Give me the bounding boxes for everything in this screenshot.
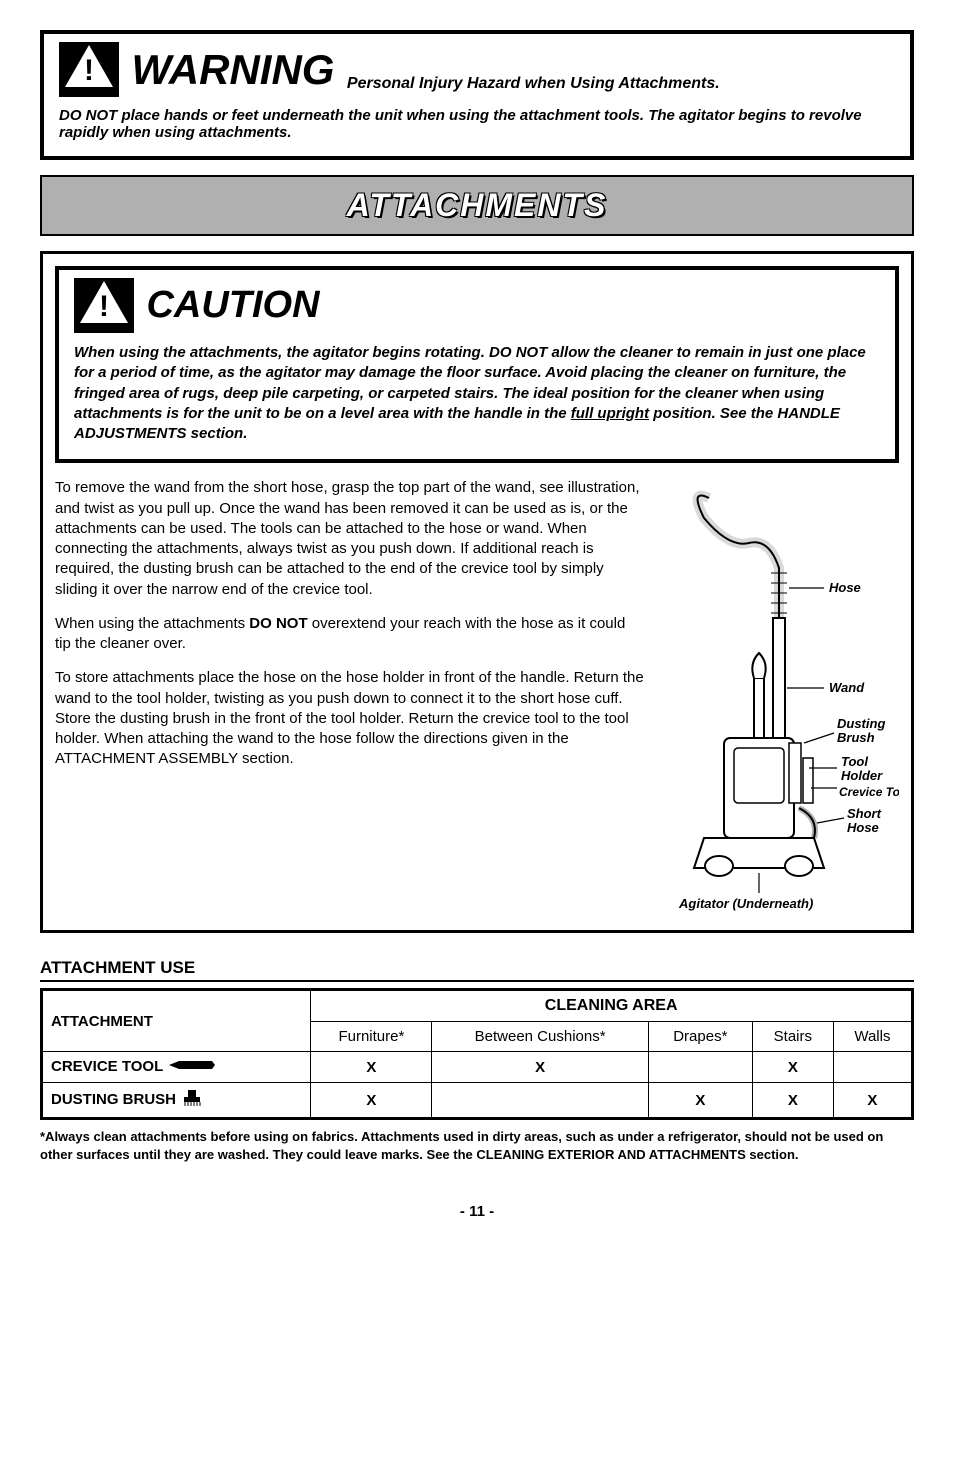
caution-title: CAUTION <box>146 284 319 327</box>
label-holder: Holder <box>841 768 883 783</box>
label-hose: Hose <box>829 580 861 595</box>
cell <box>833 1052 912 1083</box>
body-p2b: DO NOT <box>249 615 307 632</box>
label-dusting: Dusting <box>837 716 885 731</box>
dusting-brush-label: DUSTING BRUSH <box>51 1091 176 1108</box>
warning-header: WARNING Personal Injury Hazard when Usin… <box>59 42 895 97</box>
attachments-content-box: CAUTION When using the attachments, the … <box>40 251 914 933</box>
table-header-row-1: ATTACHMENT CLEANING AREA <box>42 990 913 1022</box>
row-dusting-brush: DUSTING BRUSH <box>42 1083 311 1119</box>
alert-icon <box>59 42 119 97</box>
cell: X <box>648 1083 752 1119</box>
row-crevice-tool: CREVICE TOOL <box>42 1052 311 1083</box>
caution-text: When using the attachments, the agitator… <box>74 343 880 444</box>
table-title: ATTACHMENT USE <box>40 958 914 982</box>
dusting-brush-icon <box>180 1089 204 1111</box>
cell: X <box>311 1083 432 1119</box>
body-paragraph-2: When using the attachments DO NOT overex… <box>55 614 644 655</box>
body-paragraph-3: To store attachments place the hose on t… <box>55 668 644 769</box>
table-row: DUSTING BRUSH X X X X <box>42 1083 913 1119</box>
caution-header: CAUTION <box>74 278 880 333</box>
cell: X <box>311 1052 432 1083</box>
caution-text-underlined: full upright <box>571 405 649 422</box>
table-footnote: *Always clean attachments before using o… <box>40 1128 914 1163</box>
body-text: To remove the wand from the short hose, … <box>55 478 644 918</box>
warning-subtitle: Personal Injury Hazard when Using Attach… <box>347 75 720 97</box>
alert-icon <box>74 278 134 333</box>
vacuum-diagram: Hose Wand Dusting Brush Tool Holder Crev… <box>659 478 899 918</box>
label-short: Short <box>847 806 882 821</box>
warning-box: WARNING Personal Injury Hazard when Usin… <box>40 30 914 160</box>
label-brush: Brush <box>837 730 875 745</box>
crevice-tool-icon <box>167 1058 217 1076</box>
caution-box: CAUTION When using the attachments, the … <box>55 266 899 463</box>
body-paragraph-1: To remove the wand from the short hose, … <box>55 478 644 600</box>
col-drapes: Drapes* <box>648 1022 752 1052</box>
label-agitator: Agitator (Underneath) <box>678 896 813 911</box>
content-row: To remove the wand from the short hose, … <box>55 478 899 918</box>
cell: X <box>752 1052 833 1083</box>
body-p2a: When using the attachments <box>55 615 249 632</box>
label-crevice: Crevice Tool <box>839 785 899 799</box>
label-wand: Wand <box>829 680 865 695</box>
cell <box>432 1083 648 1119</box>
cell: X <box>432 1052 648 1083</box>
cell <box>648 1052 752 1083</box>
col-furniture: Furniture* <box>311 1022 432 1052</box>
section-banner: ATTACHMENTS <box>40 175 914 236</box>
vacuum-svg: Hose Wand Dusting Brush Tool Holder Crev… <box>659 478 899 918</box>
col-walls: Walls <box>833 1022 912 1052</box>
crevice-tool-label: CREVICE TOOL <box>51 1058 163 1075</box>
attachment-use-table: ATTACHMENT CLEANING AREA Furniture* Betw… <box>40 988 914 1120</box>
col-stairs: Stairs <box>752 1022 833 1052</box>
cleaning-area-header: CLEANING AREA <box>311 990 913 1022</box>
cell: X <box>752 1083 833 1119</box>
col-cushions: Between Cushions* <box>432 1022 648 1052</box>
warning-text: DO NOT place hands or feet underneath th… <box>59 107 895 141</box>
attachment-header: ATTACHMENT <box>42 990 311 1052</box>
table-row: CREVICE TOOL X X X <box>42 1052 913 1083</box>
warning-title: WARNING <box>131 46 334 94</box>
label-hose2: Hose <box>847 820 879 835</box>
section-banner-text: ATTACHMENTS <box>347 187 608 223</box>
label-tool: Tool <box>841 754 868 769</box>
page-number: - 11 - <box>40 1203 914 1220</box>
cell: X <box>833 1083 912 1119</box>
